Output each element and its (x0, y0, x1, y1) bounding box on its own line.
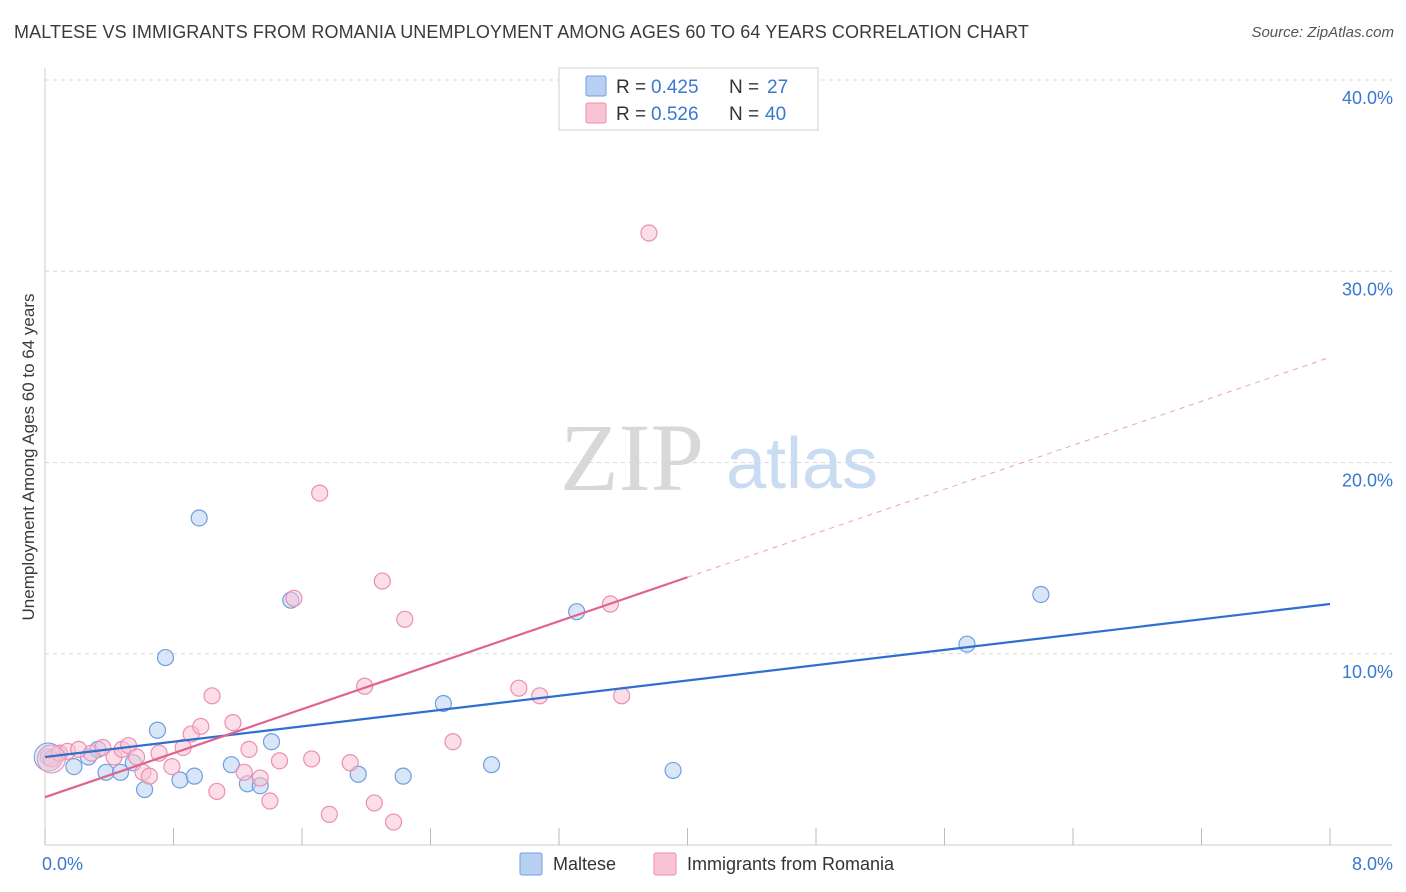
y-tick-label: 20.0% (1342, 471, 1393, 491)
maltese-n-value: 27 (767, 77, 788, 98)
maltese-point (664, 761, 682, 780)
maltese-point (482, 756, 501, 774)
romania-swatch (585, 102, 607, 124)
romania-point (235, 763, 253, 781)
maltese-point (65, 757, 83, 776)
romania-point-cluster (36, 744, 66, 774)
romania-point (240, 740, 258, 758)
watermark: ZIP atlas (560, 404, 878, 511)
romania-point (140, 767, 159, 785)
y-tick-labels: 10.0% 20.0% 30.0% 40.0% (1342, 88, 1393, 682)
romania-point (640, 224, 658, 242)
legend-maltese-swatch (519, 852, 543, 876)
romania-n-label: N = (729, 104, 759, 125)
maltese-point (148, 721, 167, 739)
romania-point (311, 484, 329, 502)
romania-point (531, 687, 549, 705)
watermark-atlas: atlas (726, 424, 878, 504)
romania-point (320, 805, 338, 824)
gridlines (45, 79, 1392, 655)
trend-lines (44, 356, 1331, 799)
romania-point (384, 813, 403, 831)
y-tick-label: 40.0% (1342, 88, 1393, 108)
romania-point (303, 750, 321, 768)
maltese-point (1032, 585, 1050, 604)
y-tick-label: 10.0% (1342, 662, 1393, 682)
axes (44, 68, 1392, 846)
romania-point (285, 589, 303, 607)
romania-point (373, 572, 391, 590)
romania-point (444, 733, 462, 751)
romania-point (396, 610, 414, 628)
maltese-r-label: R = (616, 77, 646, 98)
maltese-point (434, 694, 452, 713)
romania-point (203, 687, 221, 705)
x-tick-label: 8.0% (1352, 854, 1393, 874)
romania-point (208, 782, 226, 801)
source-credit: Source: ZipAtlas.com (1251, 24, 1394, 41)
romania-point (365, 794, 383, 812)
romania-point (251, 769, 269, 787)
y-axis-label: Unemployment Among Ages 60 to 64 years (19, 294, 38, 621)
romania-point (613, 687, 631, 705)
y-tick-label: 30.0% (1342, 279, 1393, 299)
maltese-point (185, 767, 203, 785)
legend-romania-swatch (653, 852, 677, 876)
series-romania-points (36, 224, 658, 831)
maltese-point (156, 648, 175, 667)
maltese-point (262, 733, 281, 751)
maltese-point (394, 767, 412, 785)
romania-trend-line (44, 576, 688, 799)
romania-point (192, 717, 210, 736)
romania-point (163, 757, 181, 776)
maltese-n-label: N = (729, 77, 759, 98)
romania-point (341, 754, 359, 772)
romania-point (261, 792, 279, 810)
maltese-point (190, 509, 208, 527)
romania-point (224, 713, 242, 732)
chart-title: MALTESE VS IMMIGRANTS FROM ROMANIA UNEMP… (14, 22, 1029, 42)
maltese-swatch (585, 75, 607, 97)
romania-point (270, 752, 289, 770)
romania-r-value: 0.526 (651, 104, 699, 125)
maltese-r-value: 0.425 (651, 77, 699, 98)
stats-legend: R = 0.425 N = 27 R = 0.526 N = 40 (558, 67, 819, 131)
romania-point (510, 679, 528, 697)
romania-trend-extension (687, 356, 1331, 578)
legend-romania-label: Immigrants from Romania (687, 854, 895, 874)
watermark-zip: ZIP (560, 404, 704, 511)
maltese-point (958, 635, 976, 653)
bottom-legend: Maltese Immigrants from Romania (519, 852, 895, 876)
romania-point (127, 748, 146, 766)
romania-r-label: R = (616, 104, 646, 125)
x-tick-labels: 0.0% 8.0% (42, 854, 1393, 874)
maltese-trend-line (44, 602, 1331, 759)
maltese-point (222, 756, 240, 774)
legend-maltese-label: Maltese (553, 854, 616, 874)
romania-n-value: 40 (765, 104, 786, 125)
x-tick-label: 0.0% (42, 854, 83, 874)
